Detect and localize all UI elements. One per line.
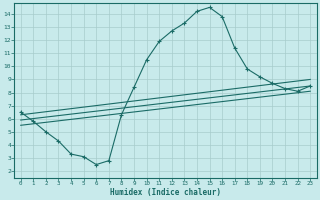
X-axis label: Humidex (Indice chaleur): Humidex (Indice chaleur) — [110, 188, 221, 197]
